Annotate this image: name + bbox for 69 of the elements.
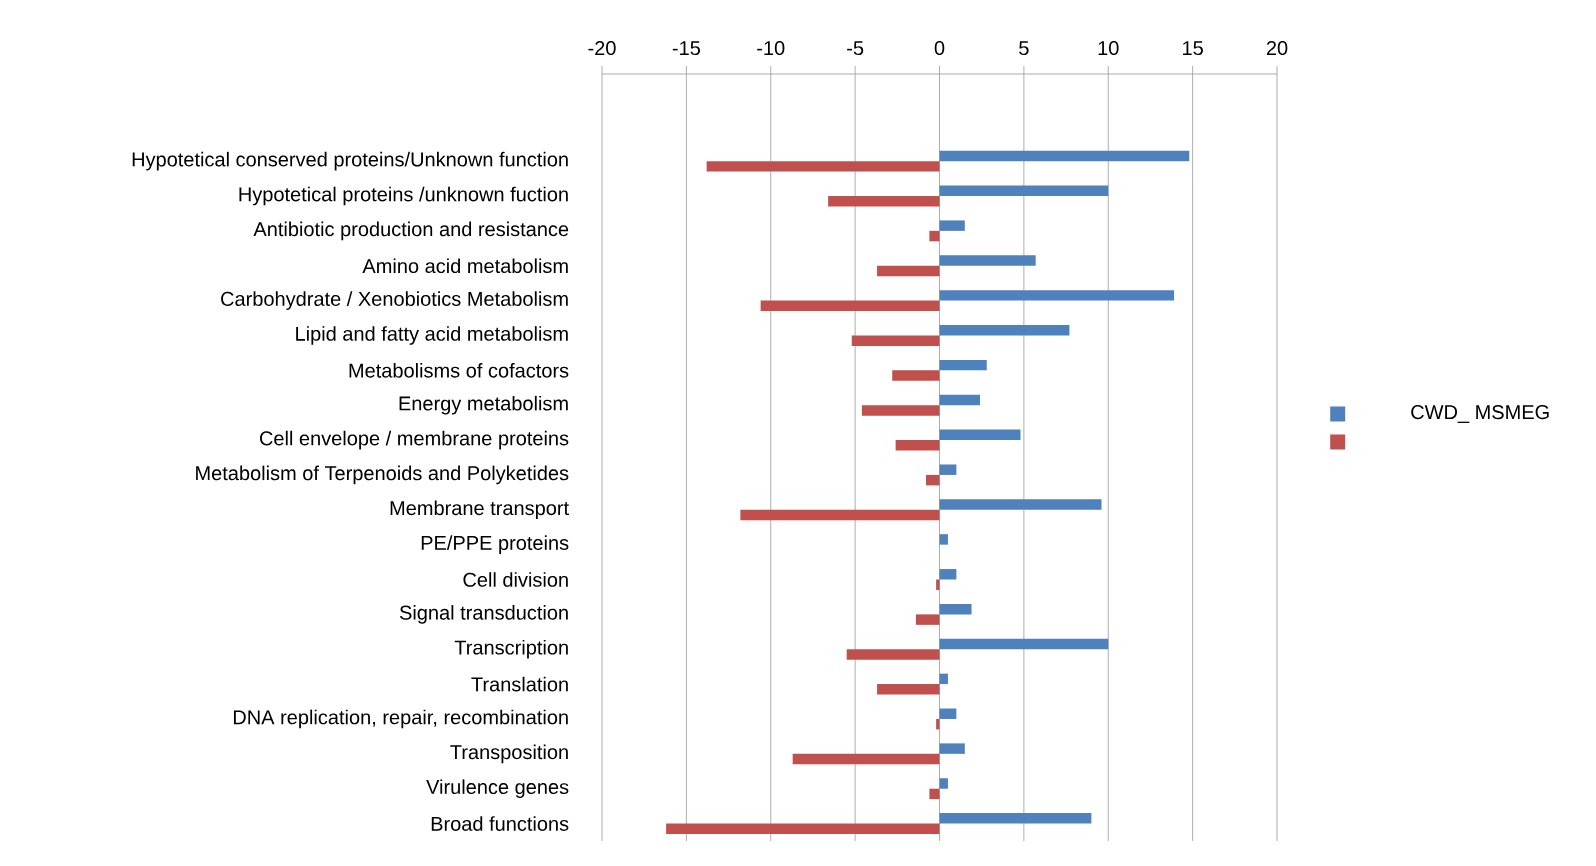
y-tick-label: Metabolism of Terpenoids and Polyketides bbox=[196, 465, 569, 485]
text: CWD_ MSMEG bbox=[1411, 405, 1549, 423]
y-tick-label: Translation bbox=[471, 676, 568, 692]
y-tick-label: Cell division bbox=[463, 572, 568, 587]
y-tick-label: Amino acid metabolism bbox=[362, 258, 568, 274]
bar bbox=[939, 708, 957, 719]
y-tick-label: DNA replication, repair, recombination bbox=[233, 709, 568, 729]
bar bbox=[939, 255, 1036, 266]
x-tick-label: 15 bbox=[1183, 41, 1203, 56]
bar bbox=[915, 614, 940, 625]
bar bbox=[939, 150, 1190, 162]
y-tick-label: Signal transduction bbox=[399, 605, 568, 624]
y-tick-label: Transposition bbox=[450, 744, 568, 764]
x-tick-label: -5 bbox=[847, 41, 864, 56]
bar bbox=[846, 649, 940, 660]
bar bbox=[939, 638, 1109, 650]
bar bbox=[706, 161, 940, 172]
bar bbox=[936, 579, 940, 590]
bar bbox=[666, 823, 940, 835]
y-tick-label: Virulence genes bbox=[426, 779, 569, 799]
bar bbox=[828, 196, 940, 207]
x-tick-label: 10 bbox=[1098, 40, 1119, 56]
bar bbox=[939, 813, 1092, 824]
bar bbox=[877, 684, 940, 695]
bar bbox=[939, 499, 1102, 510]
x-tick-label: -20 bbox=[588, 40, 616, 56]
bar bbox=[892, 370, 940, 381]
y-tick-label: Energy metabolism bbox=[399, 395, 568, 415]
bar bbox=[760, 300, 940, 312]
x-tick-label: 20 bbox=[1266, 40, 1288, 56]
bar bbox=[792, 753, 940, 765]
bar bbox=[861, 405, 940, 416]
bar bbox=[939, 220, 965, 231]
bar bbox=[939, 359, 987, 371]
bar bbox=[895, 440, 940, 451]
bar bbox=[877, 265, 940, 277]
bar bbox=[939, 429, 1021, 441]
y-tick-label: Antibiotic production and resistance bbox=[253, 221, 569, 241]
y-tick-label: Cell envelope / membrane proteins bbox=[259, 430, 569, 450]
y-tick-label: Lipid and fatty acid metabolism bbox=[296, 326, 568, 345]
y-tick-label: Hypotetical conserved proteins/Unknown function bbox=[132, 151, 568, 171]
bar bbox=[926, 474, 940, 486]
bar bbox=[939, 743, 965, 754]
bar bbox=[939, 394, 980, 406]
bar bbox=[939, 673, 948, 685]
y-tick-label: Transcription bbox=[454, 639, 568, 659]
bar bbox=[939, 569, 957, 580]
bar bbox=[929, 788, 940, 800]
x-tick-label: 0 bbox=[934, 40, 945, 56]
y-tick-label: Broad functions bbox=[431, 816, 569, 831]
bar bbox=[939, 185, 1109, 197]
bar bbox=[939, 534, 948, 545]
bar bbox=[939, 603, 972, 615]
y-tick-label: PE/PPE proteins bbox=[421, 535, 569, 554]
x-tick-label: -10 bbox=[757, 40, 785, 56]
bar bbox=[939, 325, 1070, 336]
y-tick-label: Carbohydrate / Xenobiotics Metabolism bbox=[221, 291, 568, 310]
bar bbox=[851, 335, 940, 346]
bar bbox=[939, 464, 957, 475]
bar bbox=[939, 778, 948, 789]
x-tick-label: 5 bbox=[1019, 41, 1029, 56]
bar bbox=[936, 718, 940, 730]
bar bbox=[929, 230, 940, 242]
y-tick-label: Hypotetical proteins /unknown fuction bbox=[239, 186, 568, 206]
bar bbox=[939, 290, 1175, 301]
y-tick-label: Metabolisms of cofactors bbox=[349, 362, 569, 378]
x-tick-label: -15 bbox=[672, 41, 700, 56]
bar bbox=[740, 509, 940, 521]
y-tick-label: Membrane transport bbox=[390, 500, 569, 520]
